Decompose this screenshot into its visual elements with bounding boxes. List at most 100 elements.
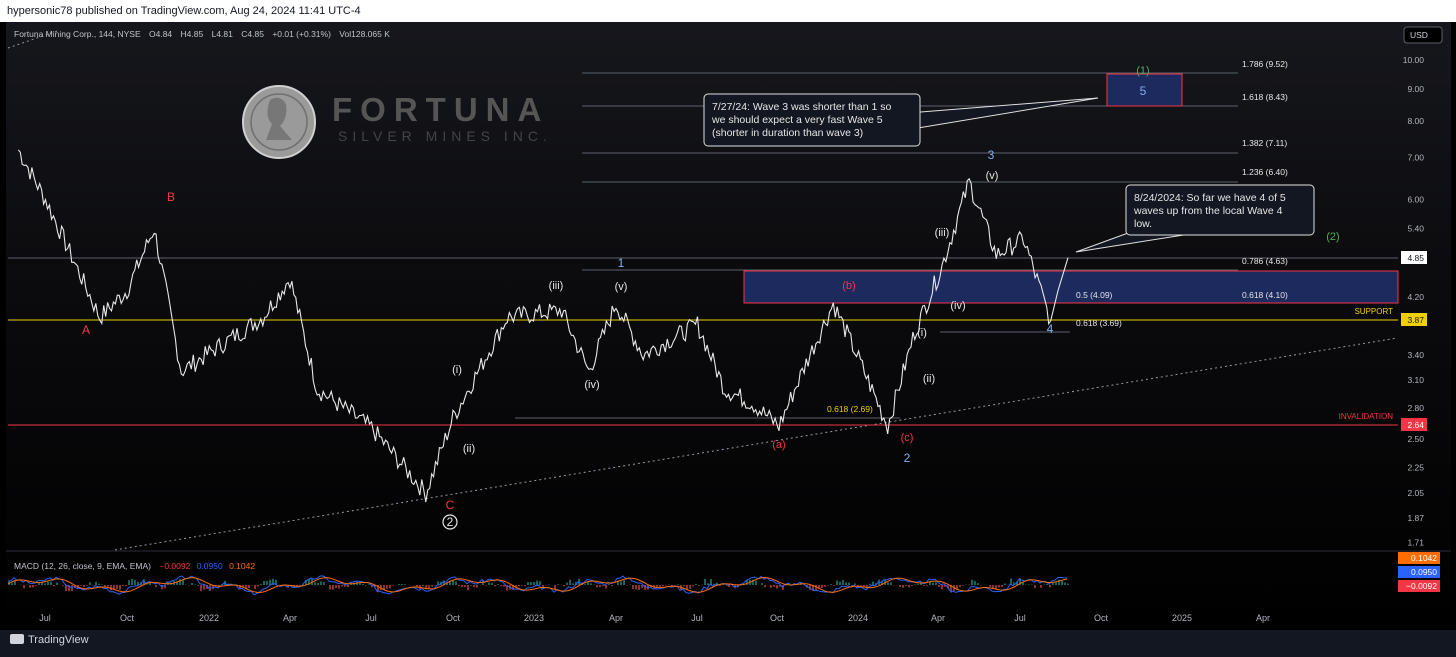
x-tick-5: Oct — [446, 613, 461, 623]
tradingview-logo[interactable]: TradingView — [10, 634, 89, 646]
wave-label-22: 5 — [1140, 84, 1147, 98]
legend-volume: Vol128.065 K — [339, 29, 390, 39]
wave-label-11: (b) — [842, 280, 855, 292]
x-tick-15: Apr — [1256, 613, 1270, 623]
currency-button[interactable]: USD — [1403, 26, 1443, 44]
y-tick-14: 1.71 — [1407, 538, 1424, 548]
fortuna-logo: FORTUNA SILVER MINES INC. — [242, 85, 552, 159]
macd-badge-0: 0.1042 — [1398, 552, 1440, 564]
x-tick-6: 2023 — [524, 613, 544, 623]
x-tick-14: 2025 — [1172, 613, 1192, 623]
x-tick-8: Jul — [691, 613, 703, 623]
macd-line — [7, 575, 1068, 596]
wave-label-3: 2 — [447, 515, 454, 529]
wave-labels: A B C 2 (i) (ii) (iii) (iv) (v) 1 (a) (b) (c) 2 (i) (ii… — [82, 65, 1340, 530]
wave-label-2: C — [446, 498, 455, 512]
fib-label-7: 0.618 (3.69) — [1076, 318, 1122, 328]
tradingview-label: TradingView — [28, 634, 89, 646]
trend-line-top — [7, 29, 61, 49]
symbol-legend[interactable]: Fortuna Mining Corp., 144, NYSE O4.84 H4… — [14, 29, 390, 39]
fib-label-0: 1.786 (9.52) — [1242, 59, 1288, 69]
y-tick-12: 2.05 — [1407, 488, 1424, 498]
legend-open: O4.84 — [149, 29, 172, 39]
fib-label-6: 0.5 (4.09) — [1076, 290, 1113, 300]
y-tick-8: 3.10 — [1407, 375, 1424, 385]
macd-badge-1: 0.0950 — [1398, 566, 1440, 578]
wave-label-6: (iii) — [549, 280, 564, 292]
wave-label-9: 1 — [618, 256, 625, 270]
svg-text:MACD (12, 26, close, 9, EMA, E: MACD (12, 26, close, 9, EMA, EMA) −0.009… — [14, 561, 255, 571]
wave-label-23: (2) — [1326, 231, 1339, 243]
fib-label-3: 1.236 (6.40) — [1242, 167, 1288, 177]
fib-label-8: 0.618 (2.69) — [827, 404, 873, 414]
x-tick-2: 2022 — [199, 613, 219, 623]
y-tick-1: 9.00 — [1407, 84, 1424, 94]
fib-label-4: 0.786 (4.63) — [1242, 256, 1288, 266]
macd-badge-2: −0.0092 — [1398, 580, 1440, 592]
price-series — [17, 149, 1069, 503]
line-labels: SUPPORT INVALIDATION — [1339, 307, 1394, 421]
svg-text:0.1042: 0.1042 — [1411, 553, 1437, 563]
x-tick-12: Jul — [1014, 613, 1026, 623]
wave-label-17: (iv) — [950, 300, 965, 312]
y-tick-7: 3.40 — [1407, 350, 1424, 360]
fib-label-2: 1.382 (7.11) — [1242, 138, 1287, 148]
macd-panel — [7, 575, 1069, 596]
y-tick-3: 7.00 — [1407, 152, 1424, 162]
note-callout-1[interactable]: 7/27/24: Wave 3 was shorter than 1 so we… — [703, 93, 1099, 147]
wave5-target-box — [1106, 73, 1183, 107]
wave-label-18: (v) — [986, 170, 999, 182]
support-badge: 3.87 — [1401, 313, 1427, 326]
logo-subtitle: SILVER MINES INC. — [338, 128, 552, 144]
footer-bar — [0, 630, 1456, 657]
fib-label-5: 0.618 (4.10) — [1242, 290, 1288, 300]
svg-text:4.85: 4.85 — [1407, 253, 1424, 263]
macd-value-1: −0.0092 — [159, 561, 190, 571]
note-1-line-3: (shorter in duration than wave 3) — [712, 127, 863, 139]
svg-text:Fortuna Mining Corp., 144, NYS: Fortuna Mining Corp., 144, NYSE O4.84 H4… — [14, 29, 390, 39]
legend-close: C4.85 — [241, 29, 264, 39]
y-axis: 10.00 9.00 8.00 7.00 6.00 5.40 4.20 3.40 3.10 2.8… — [1398, 55, 1440, 592]
svg-text:−0.0092: −0.0092 — [1406, 581, 1437, 591]
wave-label-5: (ii) — [463, 443, 475, 455]
y-tick-9: 2.80 — [1407, 403, 1424, 413]
note-2-line-3: low. — [1134, 218, 1152, 230]
wave-label-13: 2 — [904, 451, 911, 465]
macd-value-3: 0.1042 — [229, 561, 255, 571]
wave-label-19: 3 — [988, 148, 995, 162]
wave-label-7: (iv) — [584, 379, 599, 391]
legend-low: L4.81 — [212, 29, 234, 39]
y-tick-10: 2.50 — [1407, 434, 1424, 444]
macd-legend[interactable]: MACD (12, 26, close, 9, EMA, EMA) −0.009… — [14, 561, 255, 571]
note-callout-2[interactable]: 8/24/2024: So far we have 4 of 5 waves u… — [1075, 184, 1315, 253]
note-1-line-2: we should expect a very fast Wave 5 — [711, 114, 883, 126]
x-axis: Jul Oct 2022 Apr Jul Oct 2023 Apr Jul Oct 2024 Apr J… — [39, 613, 1270, 623]
macd-signal-line — [7, 576, 1068, 594]
legend-symbol: Fortuna Mining Corp., 144, NYSE — [14, 29, 141, 39]
tv-logo-icon — [10, 634, 24, 644]
x-tick-3: Apr — [283, 613, 297, 623]
publisher-text: hypersonic78 published on TradingView.co… — [7, 5, 361, 17]
y-tick-4: 6.00 — [1407, 195, 1424, 205]
macd-label: MACD (12, 26, close, 9, EMA, EMA) — [14, 561, 151, 571]
invalidation-badge: 2.64 — [1401, 418, 1427, 431]
wave-label-20: 4 — [1047, 322, 1054, 336]
y-tick-13: 1.87 — [1407, 513, 1424, 523]
note-2-line-2: waves up from the local Wave 4 — [1133, 205, 1283, 217]
wave-label-8: (v) — [615, 281, 628, 293]
x-tick-9: Oct — [770, 613, 785, 623]
wave-label-12: (c) — [901, 432, 914, 444]
legend-change: +0.01 (+0.31%) — [272, 29, 331, 39]
wave-label-10: (a) — [772, 439, 785, 451]
support-label: SUPPORT — [1354, 307, 1393, 316]
svg-text:3.87: 3.87 — [1407, 315, 1424, 325]
note-2-line-1: 8/24/2024: So far we have 4 of 5 — [1134, 192, 1286, 204]
legend-high: H4.85 — [181, 29, 204, 39]
x-tick-0: Jul — [39, 613, 51, 623]
support-zone-box — [743, 270, 1399, 304]
wave-label-16: (iii) — [935, 227, 950, 239]
currency-label: USD — [1410, 30, 1428, 40]
logo-title: FORTUNA — [332, 91, 549, 128]
x-tick-4: Jul — [365, 613, 377, 623]
